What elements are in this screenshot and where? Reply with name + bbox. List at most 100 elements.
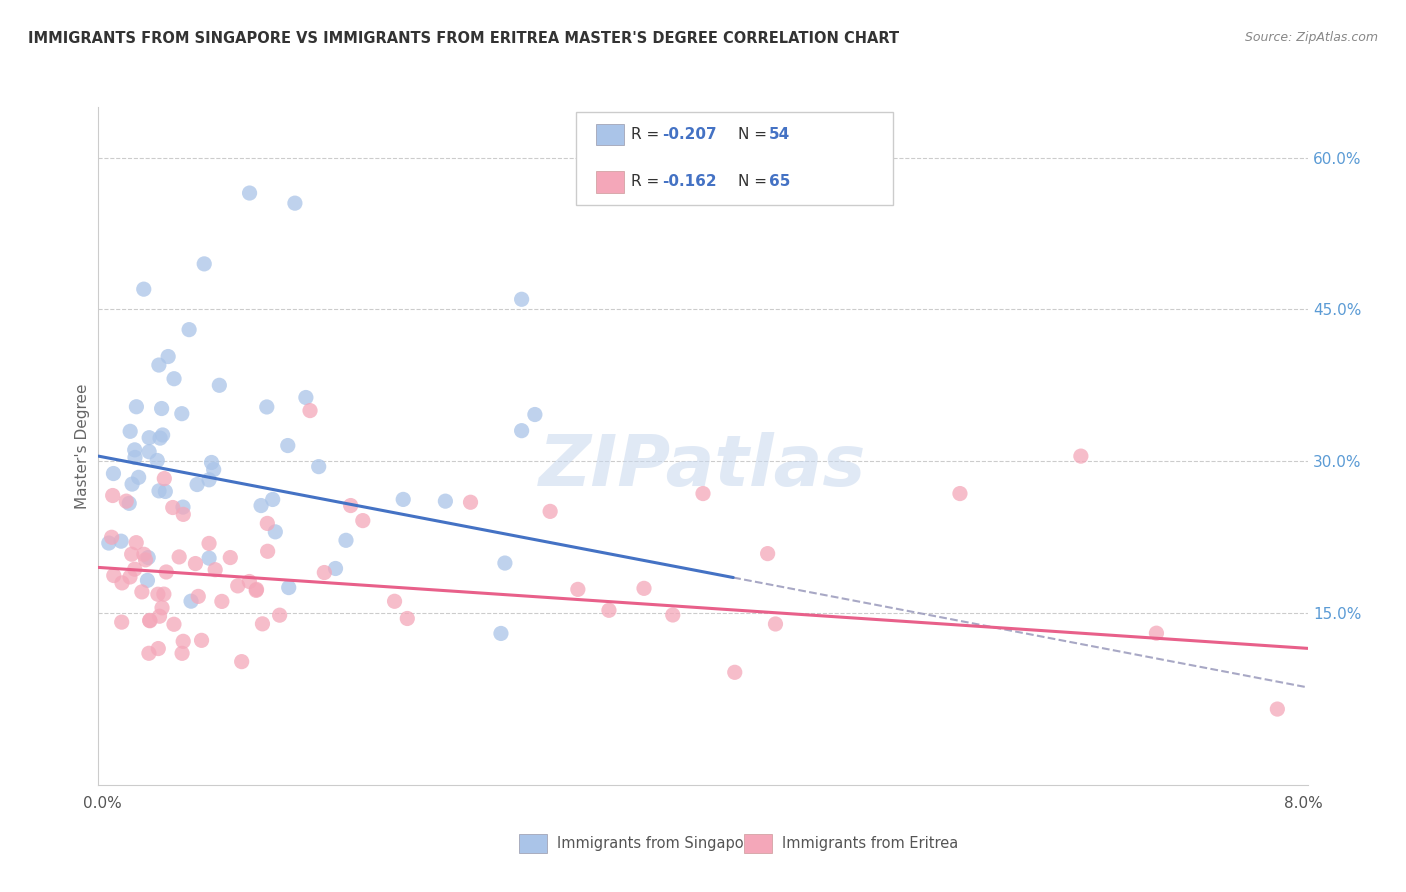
Text: R =: R =: [631, 128, 665, 142]
Point: [392, 492, 415, 507]
Point: [139, 614, 162, 628]
Point: [314, 566, 336, 580]
Point: [352, 514, 374, 528]
Point: [172, 500, 194, 514]
Point: [97, 536, 120, 550]
Point: [204, 563, 226, 577]
Point: [245, 583, 267, 598]
Point: [633, 582, 655, 596]
Point: [434, 494, 457, 508]
Point: [193, 257, 215, 271]
Text: 65: 65: [769, 175, 790, 189]
Point: [187, 590, 209, 604]
Point: [538, 504, 561, 518]
Point: [163, 372, 186, 386]
Point: [692, 486, 714, 500]
Point: [138, 444, 160, 458]
Point: [510, 424, 533, 438]
Point: [150, 401, 173, 416]
Point: [256, 400, 278, 414]
Point: [264, 524, 287, 539]
Point: [198, 473, 221, 487]
Point: [460, 495, 482, 509]
Point: [208, 378, 231, 392]
Point: [124, 562, 146, 576]
Point: [121, 547, 143, 561]
Y-axis label: Master's Degree: Master's Degree: [75, 384, 90, 508]
Point: [756, 547, 779, 561]
Point: [1070, 449, 1092, 463]
Point: [100, 530, 122, 544]
Point: [148, 358, 170, 372]
Point: [153, 471, 176, 485]
Point: [523, 408, 546, 422]
Point: [661, 607, 683, 622]
Point: [152, 428, 174, 442]
Point: [124, 442, 146, 457]
Text: N =: N =: [738, 175, 772, 189]
Point: [299, 403, 322, 417]
Text: R =: R =: [631, 175, 665, 189]
Point: [510, 293, 533, 307]
Point: [252, 616, 274, 631]
Point: [124, 450, 146, 465]
Text: N =: N =: [738, 128, 772, 142]
Point: [167, 549, 190, 564]
Point: [238, 574, 260, 589]
Point: [277, 581, 299, 595]
Point: [138, 431, 160, 445]
Text: ZIPatlas: ZIPatlas: [540, 432, 866, 500]
Point: [219, 550, 242, 565]
Point: [103, 467, 125, 481]
Point: [121, 477, 143, 491]
Point: [1146, 626, 1168, 640]
Point: [211, 594, 233, 608]
Point: [120, 425, 142, 439]
Point: [131, 585, 153, 599]
Point: [200, 455, 222, 469]
Text: -0.162: -0.162: [662, 175, 717, 189]
Point: [239, 186, 262, 200]
Point: [269, 608, 291, 623]
Point: [198, 551, 221, 566]
Point: [170, 407, 193, 421]
Point: [155, 484, 177, 499]
Point: [186, 477, 208, 491]
Point: [118, 570, 141, 584]
Point: [172, 634, 194, 648]
Point: [132, 282, 155, 296]
Text: -0.207: -0.207: [662, 128, 717, 142]
Point: [115, 494, 138, 508]
Point: [157, 350, 180, 364]
Point: [136, 550, 159, 565]
Point: [111, 575, 134, 590]
Text: 8.0%: 8.0%: [1284, 796, 1323, 811]
Point: [111, 615, 134, 629]
Point: [339, 499, 361, 513]
Point: [256, 516, 278, 531]
Point: [148, 641, 170, 656]
Point: [180, 594, 202, 608]
Point: [184, 557, 207, 571]
Point: [146, 587, 169, 601]
Point: [949, 486, 972, 500]
Point: [103, 568, 125, 582]
Point: [325, 561, 347, 575]
Point: [153, 587, 176, 601]
Point: [494, 556, 516, 570]
Point: [724, 665, 747, 680]
Point: [148, 609, 170, 624]
Point: [155, 565, 177, 579]
Point: [284, 196, 307, 211]
Point: [128, 470, 150, 484]
Point: [198, 536, 221, 550]
Point: [138, 646, 160, 660]
Point: [150, 600, 173, 615]
Point: [135, 553, 157, 567]
Point: [245, 582, 267, 597]
Point: [179, 323, 201, 337]
Point: [335, 533, 357, 548]
Point: [162, 500, 184, 515]
Point: [1267, 702, 1289, 716]
Point: [118, 496, 141, 510]
